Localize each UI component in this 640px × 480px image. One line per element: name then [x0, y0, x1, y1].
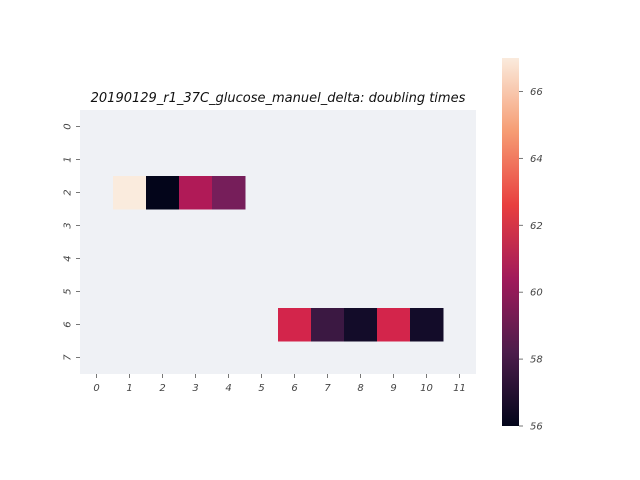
colorbar-tick-label: 62 — [530, 221, 543, 232]
y-tick-label: 4 — [63, 255, 74, 261]
colorbar-tick-label: 58 — [530, 355, 543, 366]
heatmap-cell-r6-c9 — [377, 308, 411, 342]
colorbar-ticks: 56 58 60 62 64 66 — [519, 87, 543, 433]
x-tick-label: 3 — [192, 383, 198, 394]
y-tick-label: 2 — [63, 189, 74, 195]
x-tick-label: 9 — [390, 383, 396, 394]
heatmap-cell-r2-c3 — [179, 176, 213, 210]
colorbar — [502, 58, 519, 426]
x-tick-label: 4 — [225, 383, 231, 394]
heatmap-cell-r6-c6 — [278, 308, 312, 342]
y-tick-label: 1 — [63, 156, 74, 162]
x-tick-label: 7 — [324, 383, 331, 394]
x-tick-label: 0 — [93, 383, 99, 394]
x-tick-label: 8 — [357, 383, 363, 394]
heatmap-cells — [113, 176, 444, 342]
y-tick-label: 7 — [63, 354, 74, 361]
y-tick-label: 6 — [63, 321, 74, 327]
colorbar-tick-label: 64 — [530, 154, 543, 165]
colorbar-tick-label: 56 — [530, 422, 543, 433]
heatmap-cell-r6-c7 — [311, 308, 345, 342]
heatmap-cell-r2-c1 — [113, 176, 147, 210]
y-tick-label: 3 — [63, 222, 74, 228]
y-tick-label: 0 — [63, 123, 74, 129]
x-tick-label: 6 — [291, 383, 297, 394]
x-tick-label: 1 — [126, 383, 132, 394]
x-tick-label: 2 — [159, 383, 165, 394]
x-tick-label: 10 — [420, 383, 433, 394]
heatmap-cell-r2-c2 — [146, 176, 180, 210]
x-tick-label: 5 — [258, 383, 264, 394]
heatmap-cell-r2-c4 — [212, 176, 246, 210]
colorbar-tick-label: 60 — [530, 288, 543, 299]
x-tick-label: 11 — [453, 383, 466, 394]
chart-title: 20190129_r1_37C_glucose_manuel_delta: do… — [91, 91, 466, 106]
y-axis-ticks: 0 1 2 3 4 5 6 7 — [63, 123, 80, 361]
x-axis-ticks: 0 1 2 3 4 5 6 7 8 9 10 11 — [93, 374, 466, 394]
y-tick-label: 5 — [63, 288, 74, 294]
heatmap-cell-r6-c8 — [344, 308, 378, 342]
colorbar-tick-label: 66 — [530, 87, 543, 98]
heatmap-cell-r6-c10 — [410, 308, 444, 342]
